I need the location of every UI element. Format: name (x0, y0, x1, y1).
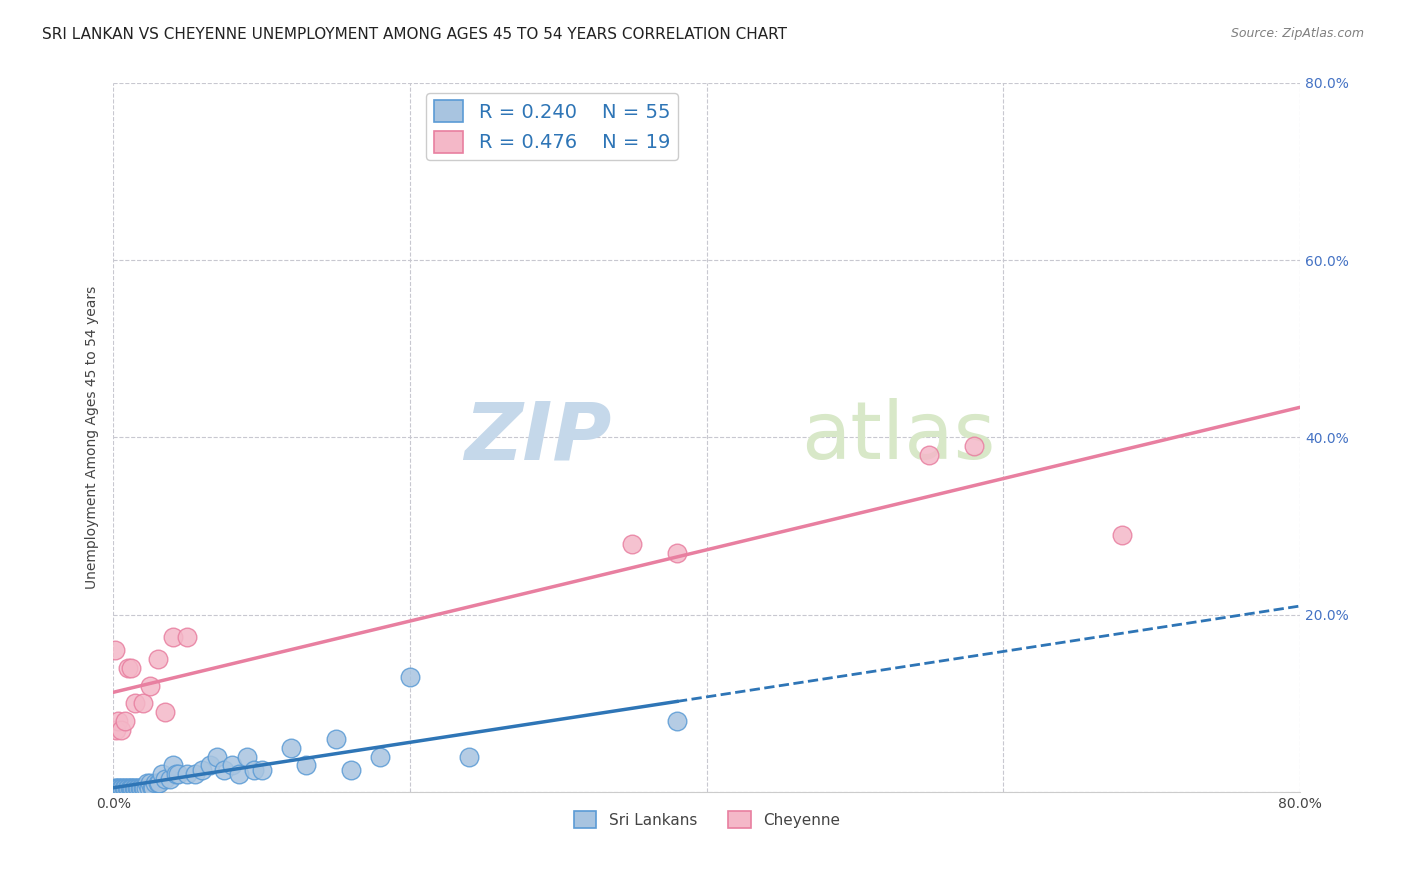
Point (131, 780, 153, 795)
Point (135, 780, 157, 795)
Point (339, 763, 361, 777)
Point (162, 630, 184, 644)
Point (198, 758, 221, 772)
Point (280, 740, 302, 755)
Legend: Sri Lankans, Cheyenne: Sri Lankans, Cheyenne (568, 805, 846, 834)
Point (139, 776, 162, 790)
Point (118, 780, 141, 795)
Point (142, 780, 165, 795)
Point (918, 448, 941, 462)
Point (117, 661, 139, 675)
Point (105, 723, 128, 737)
Point (148, 776, 170, 790)
Point (112, 780, 135, 795)
Point (104, 780, 127, 795)
Point (125, 780, 148, 795)
Point (191, 763, 214, 777)
Point (120, 780, 142, 795)
Point (214, 763, 236, 777)
Point (228, 767, 250, 781)
Point (963, 439, 986, 453)
Point (176, 630, 198, 644)
Point (325, 731, 347, 746)
Point (138, 780, 160, 795)
Point (111, 780, 134, 795)
Point (104, 643, 127, 657)
Text: SRI LANKAN VS CHEYENNE UNEMPLOYMENT AMONG AGES 45 TO 54 YEARS CORRELATION CHART: SRI LANKAN VS CHEYENNE UNEMPLOYMENT AMON… (42, 27, 787, 42)
Point (153, 772, 176, 786)
Text: ZIP: ZIP (464, 399, 612, 476)
Point (176, 767, 198, 781)
Point (243, 763, 266, 777)
Point (665, 546, 688, 560)
Point (665, 714, 688, 728)
Point (124, 696, 146, 710)
Point (110, 723, 132, 737)
Point (117, 780, 139, 795)
Point (1111, 528, 1133, 542)
Point (221, 758, 243, 772)
Point (114, 714, 136, 728)
Point (621, 537, 644, 551)
Point (107, 714, 129, 728)
Point (165, 767, 187, 781)
Point (159, 772, 181, 786)
Point (153, 705, 176, 719)
Point (124, 780, 146, 795)
Point (121, 780, 143, 795)
Point (368, 749, 391, 764)
Point (128, 780, 150, 795)
Point (150, 767, 173, 781)
Point (122, 780, 145, 795)
Point (127, 780, 149, 795)
Point (399, 670, 422, 684)
Point (132, 780, 155, 795)
Point (205, 749, 228, 764)
Point (132, 696, 155, 710)
Y-axis label: Unemployment Among Ages 45 to 54 years: Unemployment Among Ages 45 to 54 years (86, 285, 100, 589)
Point (250, 763, 273, 777)
Point (108, 780, 131, 795)
Point (167, 767, 190, 781)
Point (162, 758, 184, 772)
Point (184, 767, 207, 781)
Point (136, 776, 159, 790)
Text: Source: ZipAtlas.com: Source: ZipAtlas.com (1230, 27, 1364, 40)
Point (146, 652, 169, 666)
Point (114, 780, 136, 795)
Point (141, 780, 163, 795)
Point (295, 758, 318, 772)
Point (134, 780, 156, 795)
Text: atlas: atlas (801, 399, 995, 476)
Point (115, 780, 138, 795)
Point (107, 780, 129, 795)
Point (143, 776, 166, 790)
Point (120, 661, 142, 675)
Point (146, 776, 169, 790)
Point (458, 749, 481, 764)
Point (110, 780, 132, 795)
Point (139, 679, 162, 693)
Point (105, 780, 128, 795)
Point (235, 749, 257, 764)
